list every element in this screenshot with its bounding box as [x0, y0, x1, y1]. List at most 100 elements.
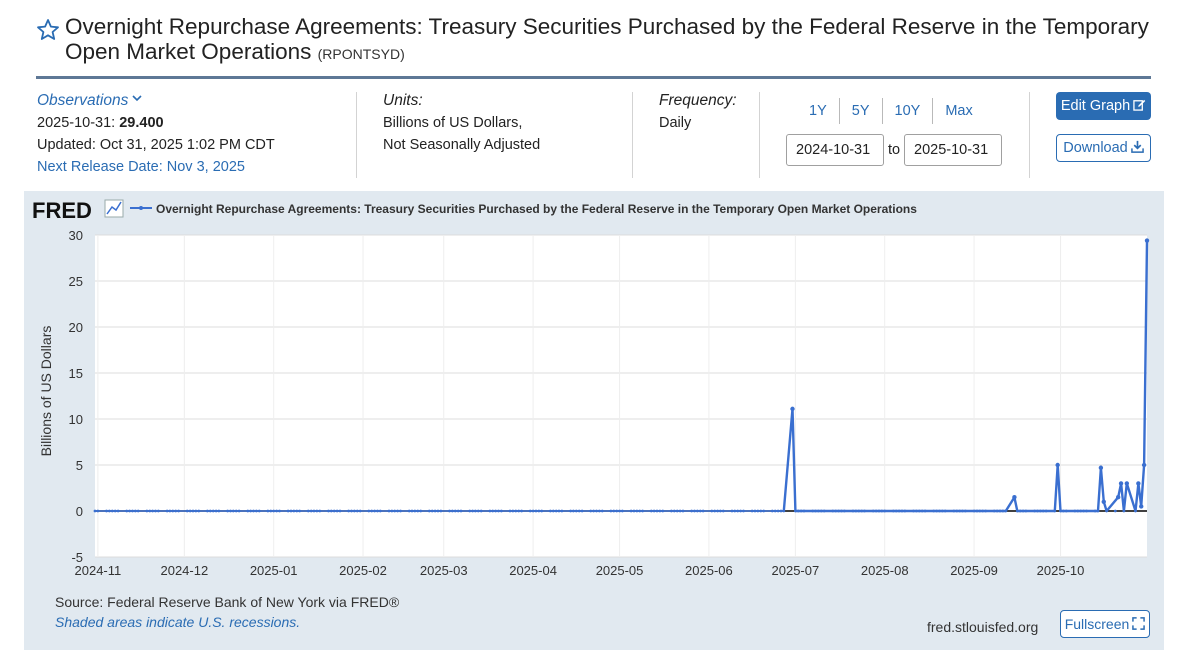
series-point	[350, 509, 353, 513]
divider	[356, 92, 357, 178]
series-point	[355, 509, 359, 513]
series-point	[600, 509, 604, 513]
series-point	[854, 509, 858, 513]
series-point	[1062, 509, 1065, 513]
fullscreen-button[interactable]: Fullscreen	[1060, 610, 1150, 638]
series-point	[471, 509, 474, 513]
divider	[759, 92, 760, 178]
series-point	[168, 509, 172, 513]
series-point	[1076, 509, 1080, 513]
range-max-button[interactable]: Max	[932, 98, 984, 124]
series-point	[877, 509, 881, 513]
series-point	[376, 509, 379, 513]
line-chart: FRED Overnight Repurchase Agreements: Tr…	[32, 198, 1150, 578]
series-point	[145, 509, 149, 513]
x-tick-label: 2025-04	[509, 563, 557, 578]
series-point	[427, 509, 431, 513]
y-tick-label: 25	[69, 274, 83, 289]
updated-text: Updated: Oct 31, 2025 1:02 PM CDT	[37, 137, 275, 153]
source-text: Source: Federal Reserve Bank of New York…	[55, 594, 400, 610]
x-tick-label: 2025-08	[861, 563, 909, 578]
x-tick-label: 2025-07	[772, 563, 820, 578]
series-point	[393, 509, 397, 513]
series-point	[892, 509, 895, 513]
range-10y-button[interactable]: 10Y	[881, 98, 933, 124]
series-point	[730, 509, 734, 513]
series-point	[108, 509, 111, 513]
download-button[interactable]: Download	[1056, 134, 1151, 162]
series-point	[295, 509, 299, 513]
series-point	[433, 509, 437, 513]
series-point	[134, 509, 137, 513]
series-point	[332, 509, 336, 513]
series-point	[1139, 504, 1144, 509]
series-point	[329, 509, 333, 513]
chart-small-icon	[104, 199, 124, 218]
series-point	[358, 509, 362, 513]
series-point	[131, 509, 134, 513]
units-line-1: Billions of US Dollars,	[383, 115, 523, 131]
series-point	[289, 509, 293, 513]
series-point	[681, 509, 685, 513]
series-point	[880, 509, 884, 513]
range-5y-button[interactable]: 5Y	[838, 98, 882, 124]
series-point	[629, 509, 633, 513]
series-point	[1053, 509, 1057, 513]
series-point	[451, 509, 454, 513]
frequency-label: Frequency:	[659, 92, 737, 109]
series-point	[701, 509, 705, 513]
series-point	[306, 509, 310, 513]
x-tick-label: 2024-12	[160, 563, 208, 578]
series-point	[1085, 509, 1088, 513]
series-point	[1098, 465, 1104, 470]
series-point	[598, 509, 601, 513]
series-point	[932, 509, 936, 513]
range-buttons: 1Y 5Y 10Y Max	[797, 98, 985, 126]
series-point	[739, 509, 742, 513]
recession-note: Shaded areas indicate U.S. recessions.	[55, 614, 301, 630]
series-point	[719, 509, 722, 513]
series-point	[641, 509, 644, 513]
chevron-down-icon[interactable]	[132, 93, 142, 103]
end-date-input[interactable]	[904, 134, 1002, 166]
series-point	[1021, 509, 1025, 513]
series-point	[534, 509, 538, 513]
series-point	[188, 509, 192, 513]
latest-date: 2025-10-31:	[37, 115, 116, 131]
edit-graph-button[interactable]: Edit Graph	[1056, 92, 1151, 120]
start-date-input[interactable]	[786, 134, 884, 166]
series-point	[759, 509, 763, 513]
observations-dropdown[interactable]: Observations	[37, 90, 275, 112]
series-point	[1134, 509, 1137, 513]
series-point	[941, 509, 944, 513]
series-point	[165, 509, 169, 513]
series-point	[782, 509, 786, 513]
series-point	[197, 509, 201, 513]
series-point	[246, 509, 250, 513]
series-point	[1024, 509, 1028, 513]
series-point	[157, 509, 160, 513]
series-point	[335, 509, 339, 513]
x-tick-label: 2025-09	[950, 563, 998, 578]
series-point	[93, 509, 97, 513]
range-1y-button[interactable]: 1Y	[809, 103, 827, 119]
star-icon[interactable]	[36, 18, 60, 42]
series-point	[128, 509, 131, 513]
series-point	[494, 509, 497, 513]
series-point	[1118, 481, 1124, 486]
series-point	[574, 509, 578, 513]
series-point	[992, 509, 996, 513]
series-point	[413, 509, 417, 513]
series-point	[272, 509, 276, 513]
series-point	[456, 509, 460, 513]
series-point	[961, 509, 964, 513]
series-point	[874, 509, 878, 513]
series-point	[851, 509, 855, 513]
series-point	[572, 509, 575, 513]
observations-label[interactable]: Observations	[37, 92, 129, 109]
series-point	[762, 509, 766, 513]
series-point	[206, 509, 209, 513]
series-point	[312, 509, 316, 513]
series-point	[736, 509, 740, 513]
series-point	[1105, 509, 1108, 513]
